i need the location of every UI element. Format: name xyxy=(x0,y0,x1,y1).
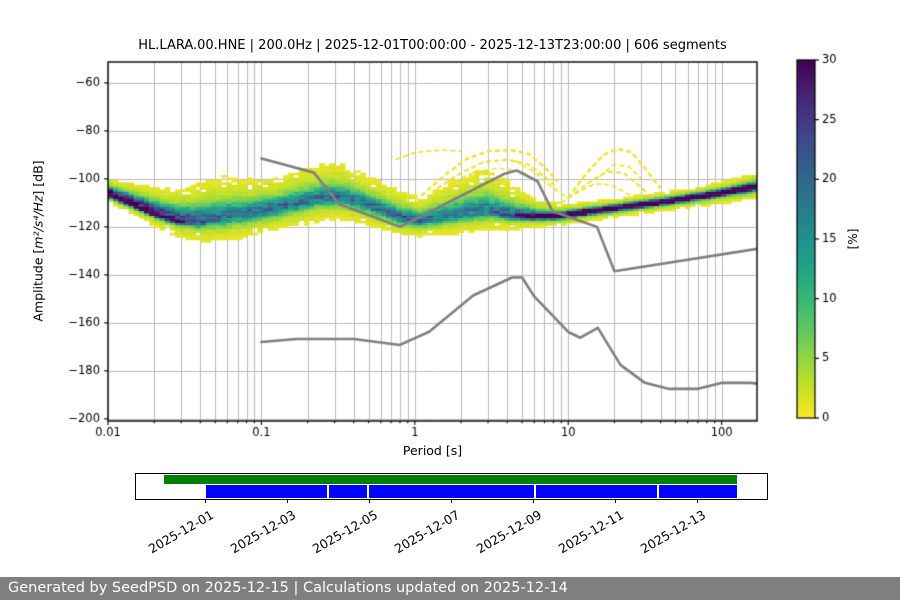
timeline-tick xyxy=(368,499,370,503)
timeline-tick xyxy=(615,499,616,503)
timeline-tick xyxy=(287,499,288,503)
coverage-gap xyxy=(327,485,329,498)
y-axis-label: Amplitude [m²/s⁴/Hz] [dB] xyxy=(31,160,46,321)
timeline-tick xyxy=(532,499,534,503)
timeline-date-label: 2025-12-13 xyxy=(638,507,709,557)
timeline-date-label: 2025-12-01 xyxy=(146,507,217,557)
timeline-box xyxy=(135,473,768,500)
colorbar-label: [%] xyxy=(846,228,860,250)
footer-bar: Generated by SeedPSD on 2025-12-15 | Cal… xyxy=(0,577,900,600)
timeline-tick xyxy=(204,499,206,503)
timeline-date-label: 2025-12-05 xyxy=(310,507,381,557)
y-axis-label-prefix: Amplitude [ xyxy=(30,248,46,322)
availability-bar-green xyxy=(164,475,737,484)
footer-text: Generated by SeedPSD on 2025-12-15 | Cal… xyxy=(8,580,568,596)
timeline-date-label: 2025-12-03 xyxy=(228,507,299,557)
timeline-date-label: 2025-12-07 xyxy=(392,507,463,557)
coverage-gap xyxy=(657,485,660,498)
timeline-tick xyxy=(696,499,698,503)
timeline-date-label: 2025-12-09 xyxy=(474,507,545,557)
coverage-bar-blue xyxy=(205,485,737,498)
timeline-tick xyxy=(451,499,452,503)
x-axis-label: Period [s] xyxy=(402,443,463,458)
chart-title: HL.LARA.00.HNE | 200.0Hz | 2025-12-01T00… xyxy=(138,38,727,53)
coverage-gap xyxy=(533,485,536,498)
y-axis-label-suffix: ] [dB] xyxy=(30,160,46,196)
timeline-date-label: 2025-12-11 xyxy=(556,507,627,557)
ppsd-plot-canvas xyxy=(0,0,900,470)
coverage-gap xyxy=(367,485,370,498)
y-axis-label-units: m²/s⁴/Hz xyxy=(30,195,46,249)
